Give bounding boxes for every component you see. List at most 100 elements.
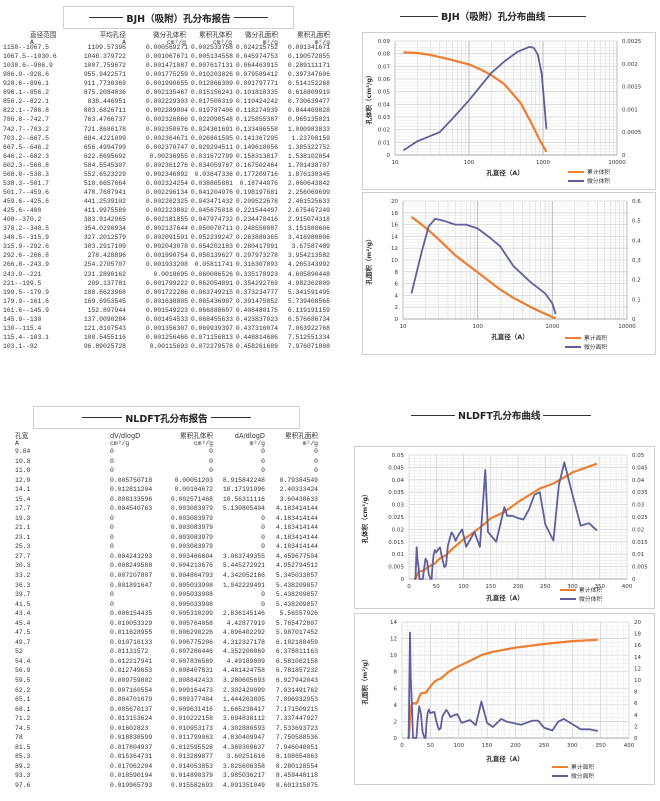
- y-tick-label: 0.09: [378, 39, 391, 45]
- table-cell: 39.7: [15, 591, 31, 599]
- y2-tick-label: 14: [634, 655, 641, 661]
- table-cell: 0.198197681: [235, 188, 278, 196]
- table-cell: 0: [314, 448, 318, 455]
- table-cell: 875.2084036: [83, 89, 126, 97]
- table-cell: 0.017500319: [190, 98, 233, 106]
- table-cell: 9.84: [15, 448, 31, 455]
- table-cell: 68.1: [15, 705, 31, 713]
- column-header: 累积孔体积: [199, 31, 232, 39]
- y-axis-label: 孔面积（m²/g）: [364, 235, 373, 284]
- table-cell: 0.844469828: [287, 107, 330, 115]
- table-cell: 19.3: [15, 514, 31, 522]
- column-unit: m²/g: [314, 39, 330, 46]
- series-line-cumulative: [410, 216, 557, 320]
- table-cell: 1158--1067.5: [3, 44, 50, 51]
- table-cell: 0.010716133: [110, 638, 153, 646]
- table-cell: 0.177209716: [235, 170, 278, 178]
- y2-tick-label: 0.0025: [622, 39, 642, 45]
- table-cell: 0.072279578: [190, 342, 233, 350]
- x-tick-label: 250: [540, 584, 551, 590]
- table-cell: 0.110424242: [235, 98, 278, 106]
- y-tick-label: 18: [391, 211, 398, 217]
- table-cell: 0.064463915: [235, 62, 278, 70]
- table-cell: 0.001891647: [110, 581, 153, 589]
- x-tick-label: 150: [482, 743, 493, 749]
- y2-tick-label: 2: [634, 724, 638, 730]
- column-header: 孔宽: [15, 432, 29, 440]
- y-axis-label: 孔体积（cm³/g）: [364, 72, 373, 125]
- table-cell: 3.67587409: [291, 243, 330, 251]
- table-cell: 703.2--667.5: [3, 134, 50, 142]
- x-tick-label: 400: [622, 584, 633, 590]
- y-tick-label: 0.04: [378, 102, 391, 108]
- y2-tick-label: 0: [622, 153, 626, 159]
- table-cell: 0.03647336: [194, 170, 233, 178]
- table-cell: 0: [110, 457, 114, 465]
- table-cell: 89.2: [15, 762, 31, 770]
- x-tick-label: 10: [400, 324, 407, 330]
- table-cell: 0.00115693: [149, 342, 188, 350]
- y-tick-label: 0.01: [378, 140, 390, 146]
- column-header: 累积孔体积: [180, 432, 213, 440]
- table-cell: 0.280417991: [235, 243, 278, 251]
- bjh-report-title-box: BJH（吸附）孔分布报告: [63, 6, 294, 29]
- y-tick-label: 0.06: [378, 77, 391, 83]
- table-cell: 0: [261, 467, 265, 475]
- y-tick-label: 4: [395, 293, 399, 299]
- y2-tick-label: 0.04: [632, 478, 645, 484]
- y-tick-label: 0.045: [388, 465, 404, 471]
- x-tick-label: 100: [454, 743, 465, 749]
- table-cell: 10.56311116: [222, 495, 265, 503]
- y-tick-label: 6: [395, 282, 399, 288]
- table-cell: 986.9--928.6: [3, 71, 50, 79]
- table-cell: 221--199.5: [3, 279, 42, 287]
- table-cell: 266.8--243.9: [3, 261, 50, 269]
- y-tick-label: 0: [401, 577, 405, 583]
- table-cell: 0.965135821: [287, 116, 330, 124]
- table-cell: 4.42877919: [226, 619, 265, 627]
- table-cell: 763.4766737: [83, 116, 126, 124]
- table-cell: 0.003083979: [170, 524, 213, 532]
- table-cell: 2.256069699: [287, 188, 330, 196]
- y-tick-label: 0.05: [392, 453, 405, 459]
- nldft-report-title: NLDFT孔分布报告: [125, 413, 208, 425]
- table-cell: 0.002346092: [145, 170, 188, 178]
- table-cell: 411.9975589: [83, 207, 126, 215]
- y-tick-label: 0.005: [388, 565, 404, 571]
- x-tick-label: 200: [510, 743, 521, 749]
- table-cell: 0.101818335: [235, 89, 278, 97]
- table-cell: 0.011799063: [170, 734, 213, 742]
- table-cell: 74.5: [15, 724, 31, 732]
- table-cell: 0.014053853: [170, 762, 213, 770]
- table-cell: 199.5--179.9: [3, 288, 50, 296]
- table-cell: 231.2890162: [83, 270, 126, 278]
- y-tick-label: 0.02: [392, 527, 404, 533]
- table-cell: 0.289111171: [287, 62, 330, 70]
- table-cell: 0.005310299: [170, 610, 213, 618]
- y-tick-label: 0.015: [388, 540, 404, 546]
- y-tick-label: 10: [391, 258, 398, 264]
- legend-label: 累计面积: [571, 763, 594, 771]
- x-tick-label: 150: [486, 584, 497, 590]
- table-cell: 7.171509215: [275, 705, 318, 713]
- table-cell: 0.002229303: [145, 98, 188, 106]
- table-cell: 0.012217941: [110, 657, 153, 665]
- table-cell: 6.927942043: [275, 676, 318, 684]
- table-cell: 0.297973278: [235, 252, 278, 260]
- table-cell: 354.0290934: [83, 225, 126, 233]
- table-cell: 49.7: [15, 638, 31, 646]
- table-cell: 0.004864793: [170, 572, 213, 580]
- table-cell: 4.49189009: [226, 657, 265, 665]
- y2-tick-label: 0.05: [632, 453, 645, 459]
- table-cell: 0.002289004: [145, 107, 188, 115]
- series-line-differential: [402, 46, 548, 152]
- table-cell: 0.008133596: [110, 495, 153, 503]
- table-cell: 0.062054891: [190, 279, 233, 287]
- table-cell: 5.130805404: [222, 505, 265, 513]
- table-cell: 4.183414144: [275, 514, 318, 522]
- table-cell: 137.0090284: [83, 315, 126, 323]
- column-unit: m²/g: [262, 39, 278, 46]
- y2-tick-label: 0.025: [632, 515, 648, 521]
- table-cell: 0.041204976: [190, 188, 233, 196]
- table-cell: 0.005134558: [190, 53, 233, 61]
